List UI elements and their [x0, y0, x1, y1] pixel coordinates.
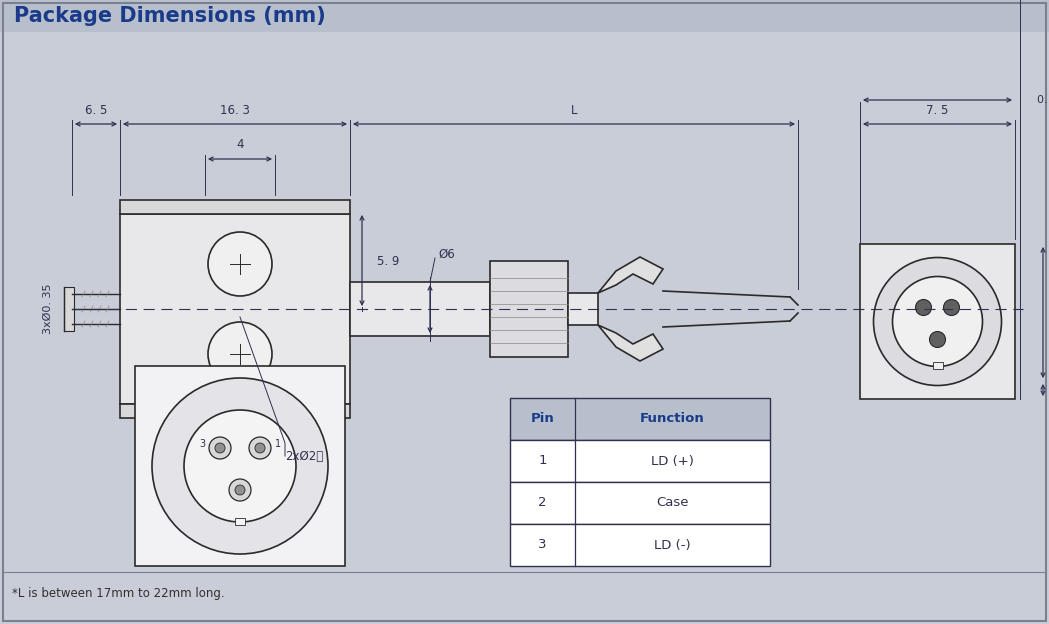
Bar — [0, 0, 1049, 32]
Circle shape — [916, 300, 932, 316]
Text: 4: 4 — [236, 139, 243, 152]
Polygon shape — [598, 325, 663, 361]
Text: 0. 72: 0. 72 — [1037, 95, 1049, 105]
Text: 5. 9: 5. 9 — [377, 255, 400, 268]
Bar — [568, 293, 598, 325]
Bar — [510, 524, 770, 566]
Bar — [933, 361, 942, 369]
Circle shape — [215, 443, 224, 453]
Circle shape — [874, 258, 1002, 386]
Circle shape — [893, 276, 983, 366]
Text: LD (+): LD (+) — [651, 454, 694, 467]
Bar — [350, 282, 490, 336]
Circle shape — [255, 443, 265, 453]
Bar — [860, 244, 1015, 399]
Text: 3xØ0. 35: 3xØ0. 35 — [43, 284, 53, 334]
Text: Package Dimensions (mm): Package Dimensions (mm) — [14, 6, 326, 26]
Bar — [120, 404, 350, 418]
Text: 2xØ2通: 2xØ2通 — [285, 449, 323, 462]
Text: Pin: Pin — [531, 412, 554, 426]
Circle shape — [152, 378, 328, 554]
Text: 2: 2 — [538, 497, 547, 510]
Bar — [64, 287, 74, 331]
Bar — [120, 214, 350, 404]
Text: 3: 3 — [199, 439, 205, 449]
Bar — [510, 482, 770, 524]
Text: 16. 3: 16. 3 — [220, 104, 250, 117]
Text: 1: 1 — [538, 454, 547, 467]
Polygon shape — [598, 257, 663, 293]
Bar — [510, 398, 770, 440]
Text: 1: 1 — [275, 439, 281, 449]
Bar — [235, 518, 245, 525]
Text: 3: 3 — [538, 539, 547, 552]
Bar — [120, 200, 350, 214]
Text: 7. 5: 7. 5 — [926, 104, 948, 117]
Text: Function: Function — [640, 412, 705, 426]
Circle shape — [229, 479, 251, 501]
Circle shape — [249, 437, 271, 459]
Text: Case: Case — [657, 497, 689, 510]
Circle shape — [235, 485, 245, 495]
Circle shape — [184, 410, 296, 522]
Text: *L is between 17mm to 22mm long.: *L is between 17mm to 22mm long. — [12, 588, 224, 600]
Bar — [490, 261, 568, 357]
Circle shape — [943, 300, 960, 316]
Circle shape — [208, 322, 272, 386]
Text: L: L — [571, 104, 577, 117]
Text: 6. 5: 6. 5 — [85, 104, 107, 117]
Bar — [135, 366, 345, 566]
Circle shape — [209, 437, 231, 459]
Text: LD (-): LD (-) — [655, 539, 691, 552]
Circle shape — [208, 232, 272, 296]
Text: Ø6: Ø6 — [438, 248, 455, 260]
Circle shape — [929, 331, 945, 348]
Bar — [510, 440, 770, 482]
